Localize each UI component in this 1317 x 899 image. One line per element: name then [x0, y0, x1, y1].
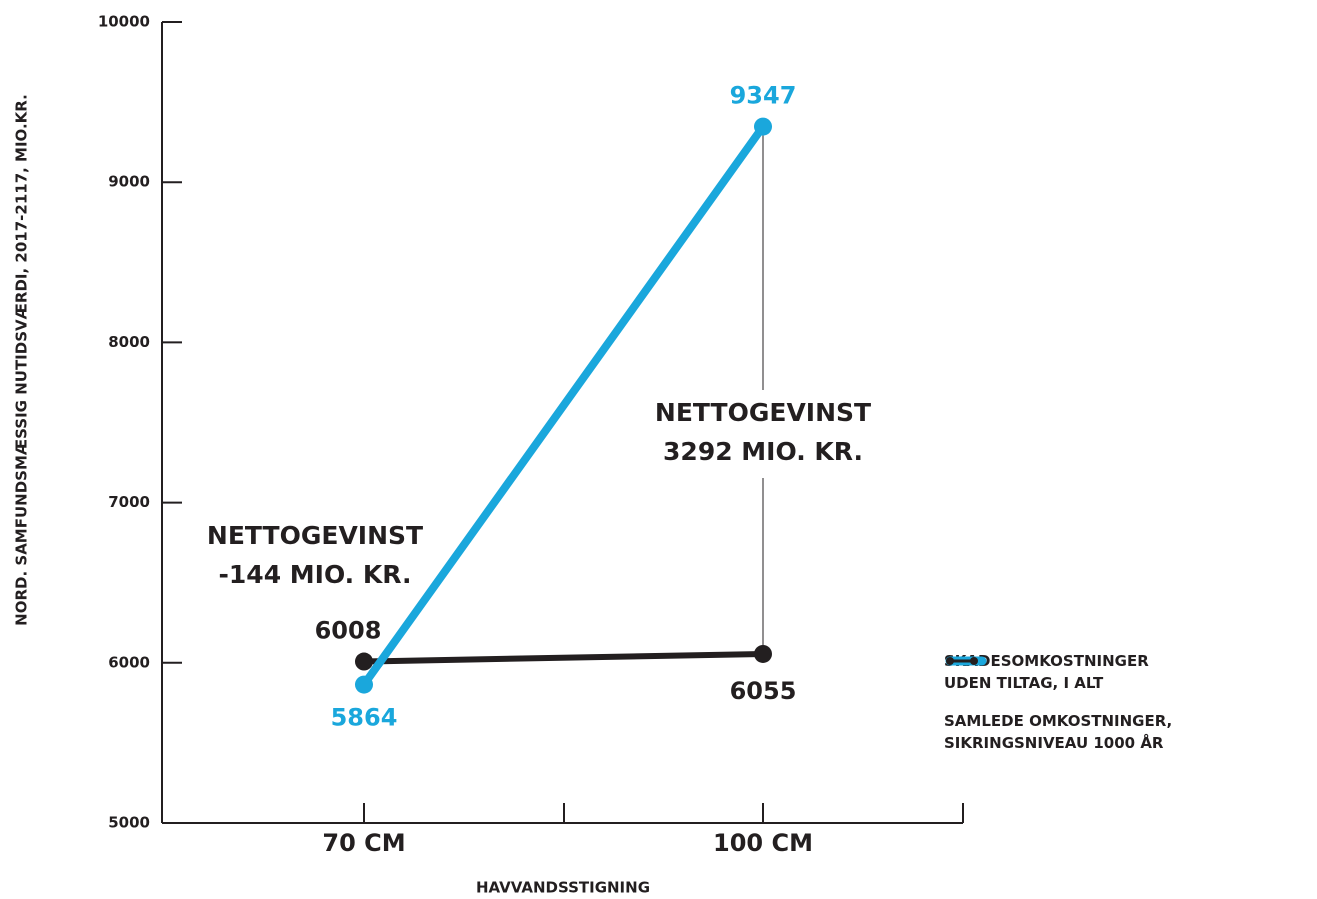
- data-point: [754, 117, 772, 136]
- y-axis-label: NORD. SAMFUNDSMÆSSIG NUTIDSVÆRDI, 2017-2…: [13, 94, 31, 626]
- data-point: [355, 652, 373, 671]
- legend-label: SAMLEDE OMKOSTNINGER, SIKRINGSNIVEAU 100…: [944, 712, 1173, 752]
- data-label: 9347: [730, 82, 797, 110]
- data-label: 6008: [315, 617, 382, 645]
- legend-swatch: [970, 657, 978, 665]
- data-label: 5864: [331, 704, 398, 732]
- data-point: [754, 644, 772, 663]
- legend-key: [946, 657, 978, 665]
- legend: SKADESOMKOSTNINGER UDEN TILTAG, I ALT SAM…: [944, 650, 1172, 770]
- x-tick-label: 70 CM: [322, 829, 405, 857]
- y-tick-label: 10000: [98, 13, 150, 31]
- data-label: 6055: [730, 677, 797, 705]
- legend-swatch: [946, 657, 954, 665]
- legend-item: SKADESOMKOSTNINGER UDEN TILTAG, I ALT: [944, 650, 1172, 694]
- series-line: [361, 650, 766, 665]
- x-axis-label: HAVVANDSSTIGNING: [476, 879, 650, 897]
- y-tick-label: 6000: [108, 653, 150, 671]
- y-tick-label: 5000: [108, 814, 150, 832]
- data-point: [355, 675, 373, 694]
- annotation: NETTOGEVINST -144 MIO. KR.: [206, 516, 424, 594]
- annotation: NETTOGEVINST 3292 MIO. KR.: [654, 398, 872, 466]
- y-tick-label: 8000: [108, 333, 150, 351]
- legend-label: SKADESOMKOSTNINGER UDEN TILTAG, I ALT: [944, 652, 1149, 692]
- legend-item: SAMLEDE OMKOSTNINGER, SIKRINGSNIVEAU 100…: [944, 657, 1173, 754]
- y-tick-label: 9000: [108, 173, 150, 191]
- series-line: [360, 122, 767, 689]
- y-tick-label: 7000: [108, 493, 150, 511]
- x-tick-label: 100 CM: [713, 829, 813, 857]
